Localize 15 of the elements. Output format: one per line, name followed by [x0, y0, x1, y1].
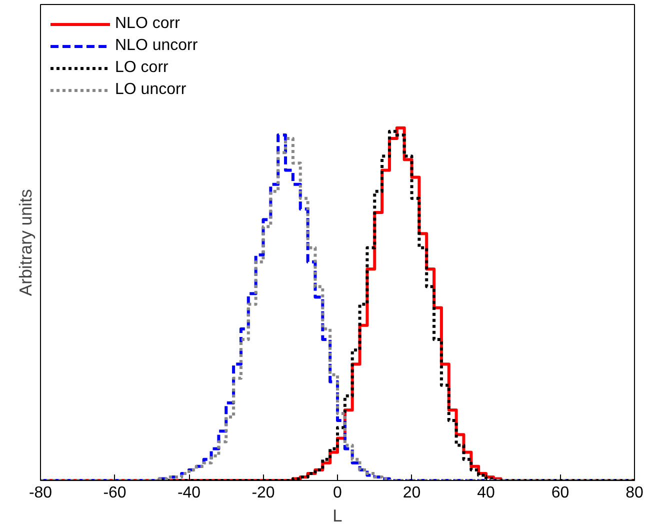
x-tick-label: -40 — [177, 484, 201, 502]
y-axis-title: Arbitrary units — [16, 188, 36, 296]
x-tick-label: 20 — [402, 484, 421, 502]
x-axis-title: L — [332, 506, 343, 526]
legend-label: LO uncorr — [115, 81, 188, 99]
x-tick-label: 40 — [477, 484, 495, 502]
x-tick-label: 60 — [551, 484, 570, 502]
legend-label: LO corr — [115, 59, 170, 77]
x-tick-label: -80 — [28, 484, 52, 502]
x-tick-label: -20 — [252, 484, 275, 502]
legend-label: NLO uncorr — [115, 37, 199, 55]
legend-label: NLO corr — [115, 15, 181, 33]
x-tick-label: 80 — [626, 484, 644, 502]
x-tick-label: -60 — [103, 484, 126, 502]
x-tick-label: 0 — [333, 484, 342, 502]
